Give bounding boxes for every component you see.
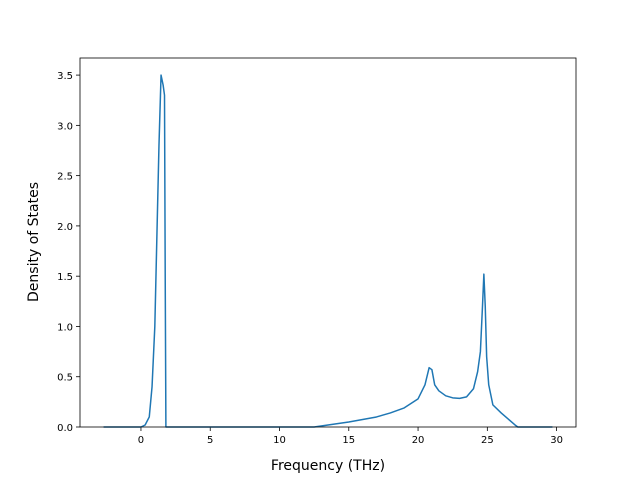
x-tick-label: 20 (412, 435, 425, 446)
y-tick-label: 0.0 (57, 423, 73, 434)
y-tick-label: 2.5 (57, 172, 73, 183)
y-tick-label: 0.5 (57, 373, 73, 384)
line-series (103, 74, 553, 428)
y-tick-label: 1.0 (57, 322, 73, 333)
x-tick-label: 30 (550, 435, 563, 446)
y-tick-label: 1.5 (57, 272, 73, 283)
y-tick-label: 3.5 (57, 71, 73, 82)
x-tick-label: 5 (207, 435, 213, 446)
plot-frame (79, 57, 577, 428)
y-tick-label: 3.0 (57, 121, 73, 132)
y-tick-label: 2.0 (57, 222, 73, 233)
x-tick-label: 10 (273, 435, 286, 446)
y-axis-title: Density of States (26, 182, 42, 302)
x-tick-label: 0 (138, 435, 144, 446)
x-axis-title: Frequency (THz) (271, 458, 385, 474)
x-tick-label: 15 (342, 435, 355, 446)
x-tick-label: 25 (481, 435, 494, 446)
